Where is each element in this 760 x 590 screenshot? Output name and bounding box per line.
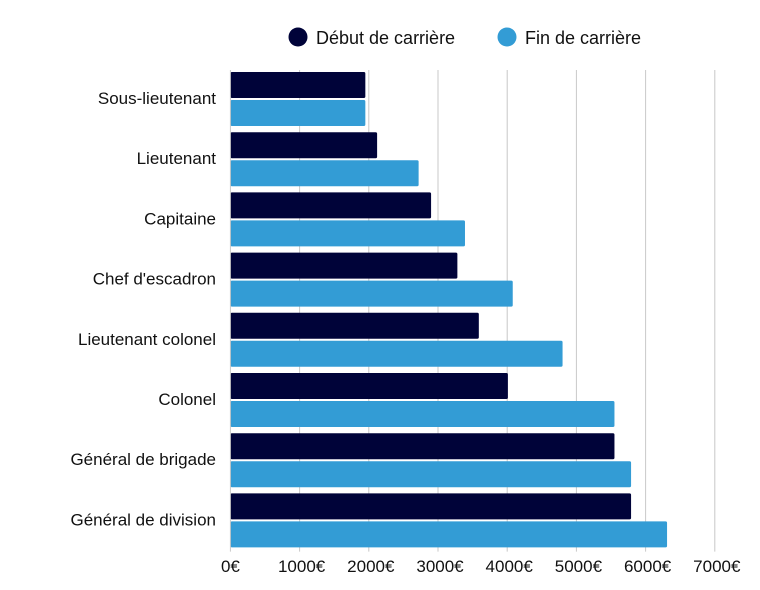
category-label: Lieutenant colonel xyxy=(78,330,216,349)
bar-debut xyxy=(230,72,366,98)
x-tick-label: 0€ xyxy=(221,557,240,576)
bar-fin xyxy=(230,160,419,187)
legend-marker xyxy=(288,27,308,47)
bar-debut xyxy=(230,312,479,339)
x-tick-label: 4000€ xyxy=(486,557,534,576)
category-label: Chef d'escadron xyxy=(93,270,216,289)
bar-debut xyxy=(230,433,615,460)
bar-fin xyxy=(230,521,668,548)
legend-marker xyxy=(497,27,517,47)
x-tick-label: 5000€ xyxy=(555,557,603,576)
category-label: Général de division xyxy=(70,510,216,529)
bar-fin xyxy=(230,100,366,126)
bar-fin xyxy=(230,340,563,367)
x-tick-label: 6000€ xyxy=(624,557,672,576)
bar-debut xyxy=(230,192,432,219)
category-label: Lieutenant xyxy=(137,149,217,168)
x-tick-label: 3000€ xyxy=(416,557,464,576)
category-label: Général de brigade xyxy=(70,450,216,469)
legend-label: Début de carrière xyxy=(316,28,455,48)
category-label: Sous-lieutenant xyxy=(98,89,216,108)
x-tick-label: 2000€ xyxy=(347,557,395,576)
bar-debut xyxy=(230,373,508,399)
bar-debut xyxy=(230,132,378,159)
bar-debut xyxy=(230,493,632,520)
category-label: Capitaine xyxy=(144,209,216,228)
x-tick-label: 1000€ xyxy=(278,557,326,576)
legend-label: Fin de carrière xyxy=(525,28,641,48)
bar-fin xyxy=(230,401,615,427)
bar-fin xyxy=(230,220,465,247)
bar-debut xyxy=(230,252,458,279)
bar-fin xyxy=(230,280,513,307)
x-tick-label: 7000€ xyxy=(693,557,741,576)
category-label: Colonel xyxy=(158,390,216,409)
bar-fin xyxy=(230,461,632,488)
